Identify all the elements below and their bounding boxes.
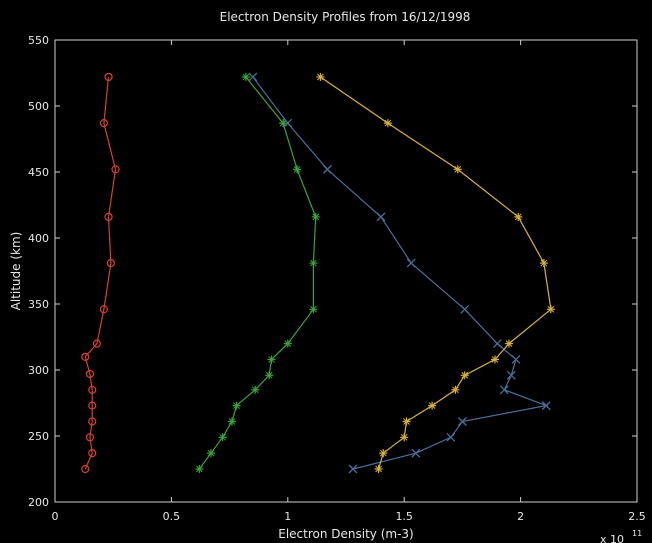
data-point (511, 354, 521, 364)
data-point (104, 72, 113, 82)
data-point (99, 119, 108, 128)
data-point (88, 385, 97, 394)
data-point (195, 465, 204, 473)
series-3 (248, 72, 551, 474)
data-point (88, 401, 97, 410)
data-point (293, 165, 302, 174)
x-tick-label: 0.5 (163, 510, 181, 523)
data-point (322, 164, 332, 174)
data-point (460, 304, 470, 314)
data-point (504, 339, 513, 348)
series-2 (195, 72, 320, 473)
data-point (499, 385, 509, 395)
data-point (85, 433, 95, 442)
y-tick-label: 350 (28, 298, 49, 311)
data-point (218, 433, 227, 442)
data-point (248, 72, 258, 82)
series-4 (316, 72, 555, 473)
data-point (376, 212, 386, 222)
data-point (283, 118, 293, 128)
data-point (267, 355, 276, 364)
data-point (446, 432, 456, 442)
data-point (400, 433, 409, 442)
data-point (348, 464, 358, 474)
data-point (111, 165, 120, 174)
data-point (265, 371, 274, 380)
data-point (411, 448, 421, 458)
data-point (227, 417, 236, 426)
data-point (99, 305, 108, 314)
y-tick-label: 550 (28, 34, 49, 47)
data-point (309, 305, 318, 314)
data-point (428, 401, 437, 410)
x-tick-label: 1 (284, 510, 291, 523)
data-point (92, 339, 102, 348)
data-point (88, 449, 97, 458)
data-point (457, 417, 467, 426)
data-point (206, 449, 215, 458)
data-point (383, 119, 392, 128)
data-point (374, 465, 383, 473)
data-point (81, 352, 90, 361)
y-axis-label: Altitude (km) (9, 232, 23, 311)
y-tick-label: 450 (28, 166, 49, 179)
data-point (490, 355, 499, 364)
y-tick-label: 500 (28, 100, 49, 113)
series-line (84, 76, 117, 470)
data-point (88, 417, 97, 426)
data-point (316, 72, 325, 81)
data-point (506, 370, 516, 380)
data-point (492, 339, 502, 349)
y-tick-label: 200 (28, 496, 49, 509)
x-multiplier-label: x 10 (600, 533, 624, 543)
series-layer (81, 72, 555, 474)
data-point (460, 371, 469, 380)
data-point (251, 385, 260, 394)
chart-title: Electron Density Profiles from 16/12/199… (220, 10, 471, 24)
data-point (311, 212, 320, 221)
data-point (406, 258, 416, 268)
x-axis-label: Electron Density (m-3) (278, 527, 414, 541)
data-point (283, 339, 292, 348)
data-point (402, 417, 411, 426)
data-point (453, 165, 462, 174)
x-tick-label: 0 (52, 510, 59, 523)
data-point (81, 464, 90, 474)
y-axis: 200 250 300 350 400 450 500 550 (28, 34, 637, 509)
data-point (309, 259, 318, 268)
data-point (106, 258, 115, 268)
y-tick-label: 300 (28, 364, 49, 377)
data-point (546, 305, 555, 314)
data-point (232, 401, 241, 410)
data-point (539, 259, 548, 268)
x-multiplier-exponent: 11 (632, 529, 642, 538)
data-point (104, 212, 113, 221)
x-tick-label: 1.5 (395, 510, 413, 523)
x-axis: 0 0.5 1 1.5 2 2.5 (52, 40, 646, 523)
data-point (451, 385, 460, 394)
x-tick-label: 2 (517, 510, 524, 523)
data-point (541, 401, 551, 411)
data-point (379, 449, 388, 458)
series-1 (81, 72, 120, 474)
plot-area-frame (54, 39, 638, 503)
data-point (85, 369, 95, 379)
data-point (241, 72, 250, 81)
y-tick-label: 250 (28, 430, 49, 443)
data-point (514, 212, 523, 221)
y-tick-label: 400 (28, 232, 49, 245)
x-tick-label: 2.5 (628, 510, 646, 523)
